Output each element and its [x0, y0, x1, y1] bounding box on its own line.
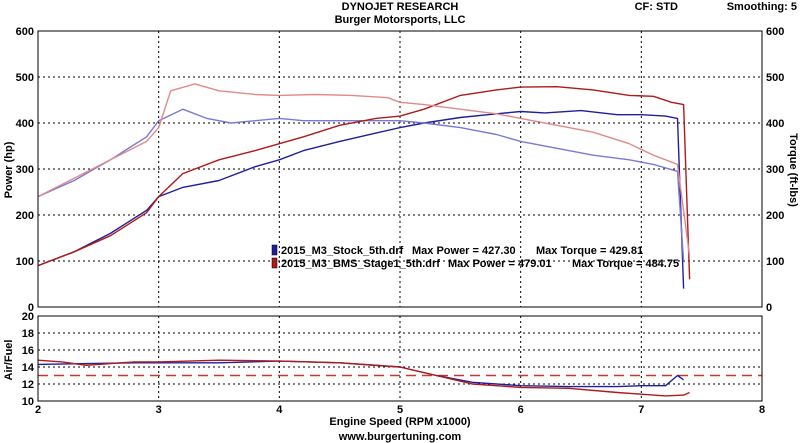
legend-stage1-max-power: Max Power = 479.01: [448, 258, 552, 270]
xtick-label: 4: [276, 404, 283, 416]
torque-ytick-label: 0: [766, 302, 772, 314]
y-axis-label-air-fuel: Air/Fuel: [3, 340, 15, 381]
torque-ytick-label: 300: [766, 164, 784, 176]
air-fuel-ytick-label: 10: [22, 396, 34, 408]
legend-stock-max-power: Max Power = 427.30: [412, 245, 516, 257]
xtick-label: 5: [397, 404, 403, 416]
legend-stock-max-torque: Max Torque = 429.81: [536, 245, 643, 257]
air-fuel-ytick-label: 16: [22, 345, 34, 357]
xtick-label: 3: [156, 404, 162, 416]
legend: 2015_M3_Stock_5th.drf Max Power = 427.30…: [271, 244, 679, 270]
y2-axis-label-torque: Torque (ft-lbs): [787, 133, 799, 207]
chart-title: DYNOJET RESEARCH: [341, 1, 459, 13]
xtick-label: 7: [638, 404, 644, 416]
torque-ytick-label: 500: [766, 72, 784, 84]
torque-ytick-label: 600: [766, 26, 784, 38]
grid-layer: [38, 31, 762, 401]
air-fuel-ytick-label: 12: [22, 379, 34, 391]
power-torque-ytick-label: 300: [16, 164, 34, 176]
air-fuel-ytick-label: 20: [22, 311, 34, 323]
power-torque-ytick-label: 0: [28, 302, 34, 314]
chart-subtitle: Burger Motorsports, LLC: [334, 14, 466, 26]
series-layer: [37, 83, 762, 397]
torque-ytick-label: 200: [766, 210, 784, 222]
torque-ytick-label: 400: [766, 118, 784, 130]
legend-stage1-max-torque: Max Torque = 484.75: [572, 258, 679, 270]
air-fuel-ytick-label: 14: [22, 362, 35, 374]
y-axis-label-power: Power (hp): [3, 141, 15, 198]
power-torque-ytick-label: 600: [16, 26, 34, 38]
xtick-label: 8: [759, 404, 765, 416]
air-fuel-frame: [37, 315, 763, 402]
stage1-afr-line: [37, 359, 690, 397]
legend-stage1-file: 2015_M3_BMS_Stage1_5th.drf: [281, 258, 440, 270]
correction-factor-label: CF: STD: [634, 1, 678, 13]
legend-stock-file: 2015_M3_Stock_5th.drf: [281, 245, 404, 257]
legend-swatch-stage1: [271, 257, 278, 269]
stock-torque-line: [37, 108, 685, 262]
air-fuel-ytick-label: 18: [22, 328, 34, 340]
stage1-torque-line: [37, 83, 691, 257]
power-torque-frame: [37, 30, 763, 308]
footer-website: www.burgertuning.com: [338, 431, 462, 443]
torque-ytick-label: 100: [766, 256, 784, 268]
xtick-label: 6: [518, 404, 524, 416]
power-torque-ytick-label: 200: [16, 210, 34, 222]
power-torque-ytick-label: 500: [16, 72, 34, 84]
smoothing-label: Smoothing: 5: [726, 1, 797, 13]
power-torque-ytick-label: 400: [16, 118, 34, 130]
legend-swatch-stock: [271, 244, 278, 256]
power-torque-ytick-label: 100: [16, 256, 34, 268]
xtick-label: 2: [35, 404, 41, 416]
axis-layer: 0 0 100 100 200 200 300 300 400 400 500 500 600 600 10…: [16, 26, 785, 416]
x-axis-label: Engine Speed (RPM x1000): [329, 416, 471, 428]
stage1-power-line: [37, 85, 691, 280]
